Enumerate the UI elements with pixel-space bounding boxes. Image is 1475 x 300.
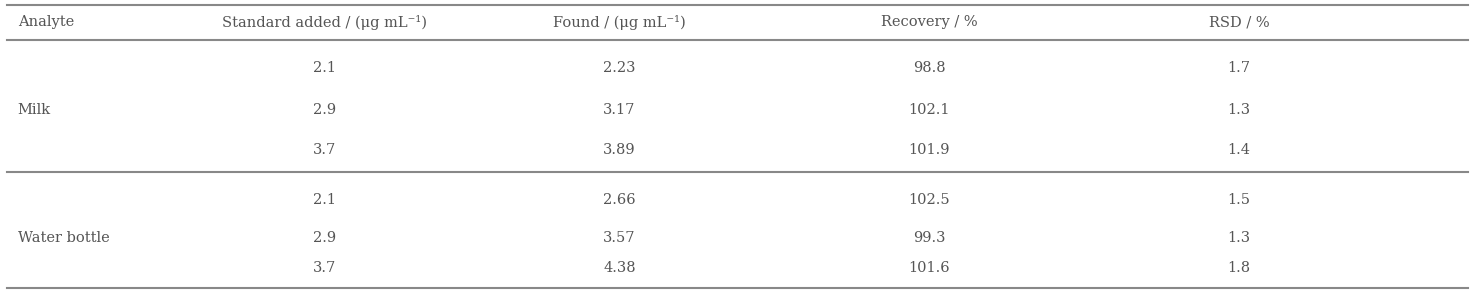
Text: 1.4: 1.4	[1227, 143, 1251, 157]
Text: 2.66: 2.66	[603, 193, 636, 207]
Text: 1.7: 1.7	[1227, 61, 1251, 75]
Text: 1.3: 1.3	[1227, 231, 1251, 245]
Text: 2.23: 2.23	[603, 61, 636, 75]
Text: Found / (μg mL⁻¹): Found / (μg mL⁻¹)	[553, 14, 686, 29]
Text: 101.9: 101.9	[909, 143, 950, 157]
Text: Recovery / %: Recovery / %	[881, 15, 978, 29]
Text: 102.5: 102.5	[909, 193, 950, 207]
Text: Standard added / (μg mL⁻¹): Standard added / (μg mL⁻¹)	[223, 14, 426, 29]
Text: 2.1: 2.1	[313, 61, 336, 75]
Text: 3.7: 3.7	[313, 143, 336, 157]
Text: 2.9: 2.9	[313, 231, 336, 245]
Text: 3.7: 3.7	[313, 261, 336, 275]
Text: 4.38: 4.38	[603, 261, 636, 275]
Text: Water bottle: Water bottle	[18, 231, 109, 245]
Text: 3.89: 3.89	[603, 143, 636, 157]
Text: Analyte: Analyte	[18, 15, 74, 29]
Text: 1.8: 1.8	[1227, 261, 1251, 275]
Text: 2.1: 2.1	[313, 193, 336, 207]
Text: 1.3: 1.3	[1227, 103, 1251, 117]
Text: 3.17: 3.17	[603, 103, 636, 117]
Text: 101.6: 101.6	[909, 261, 950, 275]
Text: 99.3: 99.3	[913, 231, 945, 245]
Text: 3.57: 3.57	[603, 231, 636, 245]
Text: RSD / %: RSD / %	[1208, 15, 1270, 29]
Text: 1.5: 1.5	[1227, 193, 1251, 207]
Text: Milk: Milk	[18, 103, 50, 117]
Text: 102.1: 102.1	[909, 103, 950, 117]
Text: 2.9: 2.9	[313, 103, 336, 117]
Text: 98.8: 98.8	[913, 61, 945, 75]
